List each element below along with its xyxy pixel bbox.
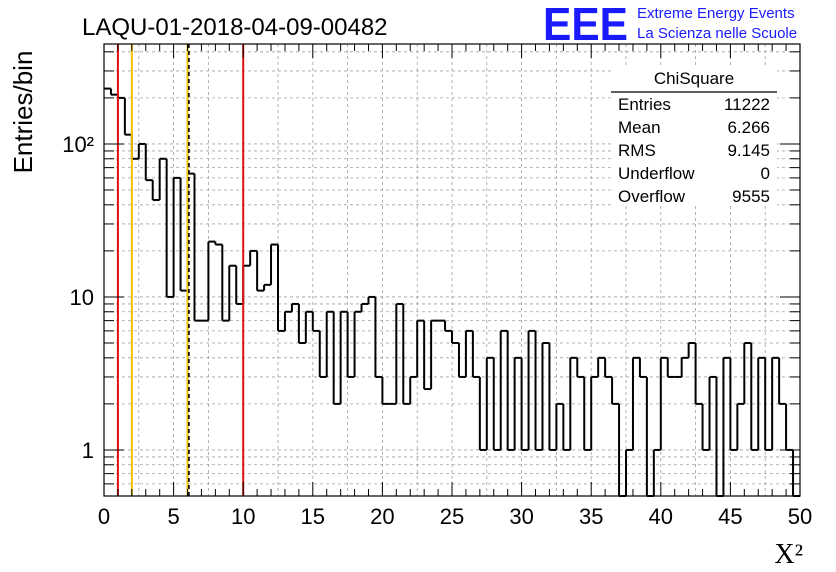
stats-row-label: Overflow bbox=[618, 187, 686, 206]
stats-row-label: Underflow bbox=[618, 164, 695, 183]
stats-row-value: 11222 bbox=[724, 95, 770, 114]
x-tick-label: 30 bbox=[509, 504, 533, 529]
logo-line-1: Extreme Energy Events bbox=[637, 5, 795, 22]
grid-lines bbox=[104, 44, 800, 496]
stats-row-value: 9555 bbox=[732, 187, 770, 206]
stats-rows: Entries 11222 Mean 6.266 RMS 9.145 Underflow 0 O… bbox=[618, 95, 770, 206]
y-tick-labels: 1 10 10² bbox=[62, 132, 94, 463]
logo-line-2: La Scienza nelle Scuole bbox=[637, 25, 797, 42]
x-tick-label: 35 bbox=[579, 504, 603, 529]
stats-row-label: Entries bbox=[618, 95, 671, 114]
y-tick-label: 10² bbox=[62, 132, 94, 157]
chart-title: LAQU-01-2018-04-09-00482 bbox=[82, 14, 388, 41]
stats-title: ChiSquare bbox=[654, 69, 734, 88]
x-tick-label: 50 bbox=[788, 504, 812, 529]
histogram-series bbox=[104, 87, 800, 497]
y-tick-label: 1 bbox=[82, 438, 94, 463]
logo-eee: EEE bbox=[543, 0, 628, 50]
x-tick-label: 20 bbox=[370, 504, 394, 529]
x-tick-label: 25 bbox=[440, 504, 464, 529]
y-tick-label: 10 bbox=[70, 285, 94, 310]
x-tick-label: 5 bbox=[167, 504, 179, 529]
stats-row-value: 9.145 bbox=[727, 141, 770, 160]
stats-row-label: Mean bbox=[618, 118, 661, 137]
x-tick-label: 0 bbox=[98, 504, 110, 529]
x-tick-label: 40 bbox=[649, 504, 673, 529]
x-tick-labels: 0 5 10 15 20 25 30 35 40 45 50 bbox=[98, 504, 812, 529]
stats-row-value: 0 bbox=[761, 164, 770, 183]
x-tick-label: 10 bbox=[231, 504, 255, 529]
axis-ticks bbox=[103, 44, 801, 496]
x-tick-label: 15 bbox=[301, 504, 325, 529]
stats-box-background bbox=[611, 66, 777, 206]
stats-row-label: RMS bbox=[618, 141, 656, 160]
x-axis-label: X² bbox=[774, 539, 803, 570]
stats-box: ChiSquare Entries 11222 Mean 6.266 RMS 9.145 U… bbox=[611, 66, 777, 206]
stats-row-value: 6.266 bbox=[727, 118, 770, 137]
y-axis-label: Entries/bin bbox=[8, 51, 38, 174]
reference-lines bbox=[116, 44, 245, 496]
x-tick-label: 45 bbox=[718, 504, 742, 529]
